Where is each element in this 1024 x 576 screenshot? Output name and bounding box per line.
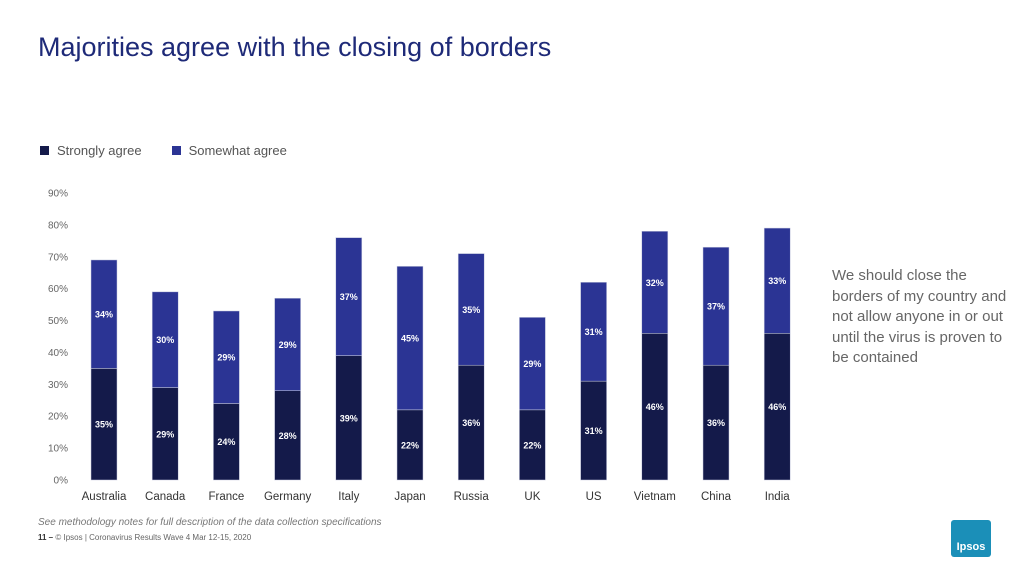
data-label: 46% (646, 402, 664, 412)
data-label: 30% (156, 335, 174, 345)
legend-swatch-strongly-agree (40, 146, 49, 155)
data-label: 29% (217, 353, 235, 363)
data-label: 29% (156, 429, 174, 439)
y-tick-label: 20% (48, 412, 68, 423)
x-tick-label: Russia (454, 491, 490, 503)
chart-title: Majorities agree with the closing of bor… (38, 32, 552, 62)
data-label: 24% (217, 437, 235, 447)
data-label: 37% (707, 302, 725, 312)
bar-strongly-agree (335, 355, 363, 481)
bar-somewhat-agree (641, 231, 669, 334)
bar-strongly-agree (151, 387, 179, 481)
bar-strongly-agree (457, 364, 485, 481)
bar-somewhat-agree (580, 282, 607, 382)
footer-source: © Ipsos | Coronavirus Results Wave 4 Mar… (55, 533, 252, 542)
data-label: 32% (646, 278, 664, 288)
y-tick-label: 80% (48, 220, 68, 231)
data-label: 28% (279, 431, 297, 441)
bar-strongly-agree (763, 333, 791, 481)
data-label: 35% (462, 305, 480, 315)
y-tick-label: 0% (54, 476, 69, 487)
bar-somewhat-agree (151, 291, 179, 388)
page-number: 11 – (38, 533, 54, 542)
x-tick-label: China (701, 491, 732, 503)
bar-strongly-agree (702, 364, 730, 481)
bar-somewhat-agree (213, 310, 240, 404)
bar-strongly-agree (641, 333, 669, 481)
x-tick-label: UK (524, 491, 540, 503)
legend: Strongly agree Somewhat agree (40, 143, 287, 158)
data-label: 31% (585, 426, 603, 436)
bar-somewhat-agree (335, 237, 363, 356)
data-label: 45% (401, 334, 419, 344)
y-tick-label: 50% (48, 316, 68, 327)
x-tick-label: US (586, 491, 602, 503)
bar-somewhat-agree (274, 297, 301, 391)
bar-somewhat-agree (396, 266, 424, 411)
data-label: 34% (95, 310, 113, 320)
bar-strongly-agree (90, 368, 118, 481)
y-tick-label: 70% (48, 252, 68, 263)
bar-strongly-agree (213, 403, 240, 481)
legend-item-somewhat-agree: Somewhat agree (171, 143, 287, 158)
bar-strongly-agree (396, 409, 424, 481)
bar-somewhat-agree (763, 227, 791, 334)
legend-item-strongly-agree: Strongly agree (40, 143, 142, 158)
y-tick-label: 90% (48, 189, 68, 200)
data-label: 36% (462, 418, 480, 428)
data-label: 39% (340, 413, 358, 423)
bar-somewhat-agree (457, 253, 485, 366)
ipsos-logo: Ipsos (951, 520, 991, 557)
data-label: 22% (523, 440, 541, 450)
footer: 11 – © Ipsos | Coronavirus Results Wave … (38, 533, 251, 542)
x-tick-label: India (765, 491, 791, 503)
x-tick-label: Australia (82, 491, 127, 503)
bar-strongly-agree (519, 409, 546, 481)
y-tick-label: 60% (48, 284, 68, 295)
data-label: 37% (340, 292, 358, 302)
legend-swatch-somewhat-agree (171, 146, 181, 155)
data-label: 29% (523, 359, 541, 369)
legend-label-strongly-agree: Strongly agree (57, 143, 142, 158)
data-label: 36% (707, 418, 725, 428)
bar-strongly-agree (274, 390, 301, 481)
bar-somewhat-agree (90, 259, 118, 369)
data-label: 31% (585, 327, 603, 337)
x-tick-label: Vietnam (634, 491, 676, 503)
y-tick-label: 30% (48, 380, 68, 391)
x-tick-label: Japan (394, 491, 425, 503)
data-label: 35% (95, 420, 113, 430)
x-tick-label: France (209, 491, 245, 503)
legend-label-somewhat-agree: Somewhat agree (188, 143, 287, 158)
bar-somewhat-agree (702, 246, 730, 366)
x-tick-label: Italy (338, 491, 359, 503)
data-label: 46% (768, 402, 786, 412)
y-tick-label: 10% (48, 444, 68, 455)
x-tick-label: Canada (145, 491, 186, 503)
data-label: 33% (768, 276, 786, 286)
y-tick-label: 40% (48, 348, 68, 359)
x-tick-label: Germany (264, 491, 312, 503)
question-note: We should close the borders of my countr… (832, 267, 1007, 366)
data-label: 29% (279, 340, 297, 350)
data-label: 22% (401, 440, 419, 450)
bar-somewhat-agree (519, 317, 546, 411)
methodology-note: See methodology notes for full descripti… (38, 517, 382, 528)
bar-strongly-agree (580, 380, 607, 481)
